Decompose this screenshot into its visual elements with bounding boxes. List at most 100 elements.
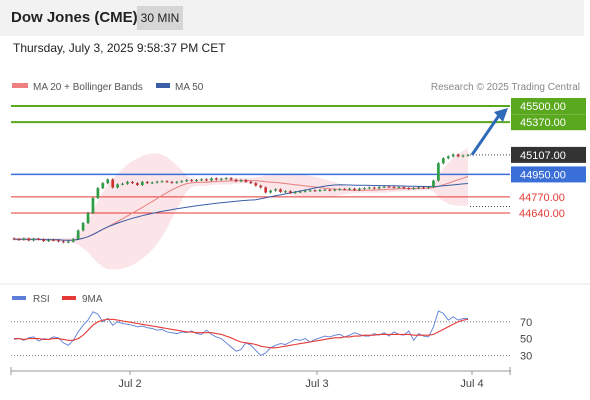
candle-body — [338, 189, 342, 191]
candle-body — [348, 188, 351, 190]
rsi-tick-label: 30 — [520, 350, 532, 362]
candle-body — [96, 188, 100, 199]
candle-body — [140, 181, 144, 186]
candle-body — [451, 154, 455, 157]
candle-body — [422, 187, 425, 189]
candle-body — [407, 188, 411, 190]
x-tick-label: Jul 2 — [118, 378, 141, 390]
candle-body — [382, 186, 386, 188]
candle-body — [145, 181, 149, 184]
candle-body — [180, 181, 184, 183]
candle-body — [269, 190, 272, 193]
candle-body — [165, 181, 169, 183]
support-label-4: 44770.00 — [519, 192, 565, 204]
candle-body — [12, 238, 16, 240]
candle-body — [441, 158, 445, 164]
candle-body — [402, 187, 406, 189]
candle-body — [76, 230, 80, 240]
candle-body — [387, 186, 391, 188]
candle-body — [234, 179, 238, 182]
candle-body — [367, 187, 371, 189]
rsi-legend-swatch — [12, 296, 26, 300]
candle-body — [397, 187, 401, 189]
ma20-legend-swatch — [12, 83, 28, 88]
forecast-arrow-head — [494, 108, 508, 122]
candle-body — [101, 183, 105, 189]
candle-body — [219, 178, 223, 180]
candle-body — [427, 186, 430, 188]
chart-header: Dow Jones (CME) 30 MIN — [0, 0, 584, 36]
ma50-legend-swatch — [156, 83, 170, 88]
candle-body — [57, 240, 60, 242]
last-price-tag-2 — [511, 146, 586, 163]
candle-body — [318, 189, 322, 191]
rsi-line — [13, 310, 468, 356]
target-price-tag-0 — [511, 98, 586, 114]
candle-body — [456, 154, 460, 157]
credit-text: Research © 2025 Trading Central — [431, 82, 580, 93]
candle-body — [160, 181, 164, 183]
candle-body — [195, 180, 198, 182]
x-tick-label: Jul 4 — [460, 378, 483, 390]
candle-body — [22, 238, 26, 240]
candle-body — [210, 178, 213, 181]
candle-body — [323, 189, 327, 191]
candle-body — [259, 185, 263, 188]
timeframe-button[interactable]: 30 MIN — [137, 6, 183, 30]
candle-body — [446, 156, 450, 159]
candle-body — [229, 178, 233, 180]
bollinger-band-area — [14, 147, 468, 270]
candle-body — [106, 179, 110, 184]
candle-body — [417, 187, 421, 189]
rsi-layer: 70 50 30 — [11, 310, 532, 362]
instrument-title: Dow Jones (CME) — [11, 9, 138, 26]
candle-body — [175, 181, 179, 183]
candle-body — [353, 188, 356, 190]
candle-body — [150, 182, 154, 184]
candle-body — [205, 179, 208, 181]
candle-body — [200, 179, 203, 181]
candle-body — [224, 178, 228, 180]
candle-body — [170, 181, 174, 183]
candle-body — [126, 181, 129, 184]
candle-body — [214, 178, 218, 180]
target-price-tag-1 — [511, 114, 586, 131]
candle-body — [328, 189, 332, 191]
candle-body — [131, 181, 134, 184]
ma50-legend-label: MA 50 — [175, 82, 204, 93]
candle-body — [52, 239, 55, 241]
candle-body — [313, 190, 317, 192]
pivot-price-label-3: 44950.00 — [520, 169, 566, 181]
ma50-line — [13, 183, 469, 241]
candle-body — [190, 180, 194, 182]
candle-body — [377, 187, 381, 189]
candle-body — [136, 183, 139, 186]
support-label-5: 44640.00 — [519, 208, 565, 220]
candle-body — [47, 239, 50, 241]
candle-body — [37, 238, 41, 240]
candle-body — [358, 188, 361, 190]
candle-body — [81, 222, 85, 231]
candle-body — [284, 191, 287, 193]
candle-body — [91, 198, 95, 213]
candle-body — [437, 163, 440, 181]
candle-body — [343, 189, 346, 191]
candle-body — [303, 190, 307, 192]
rsi-tick-label: 50 — [520, 334, 532, 346]
candle-body — [86, 213, 90, 223]
candle-body — [66, 241, 70, 243]
candle-body — [116, 184, 119, 188]
target-price-label-0: 45500.00 — [520, 101, 566, 113]
candle-body — [17, 239, 21, 241]
candle-body — [461, 155, 465, 157]
rsi-ma-legend-label: 9MA — [82, 294, 103, 305]
last-price-label-2: 45107.00 — [520, 150, 566, 162]
candle-body — [279, 189, 282, 192]
candle-body — [27, 238, 31, 241]
candle-body — [308, 190, 312, 192]
rsi-tick-label: 70 — [520, 317, 532, 329]
candle-body — [71, 239, 75, 242]
candle-body — [254, 183, 258, 186]
